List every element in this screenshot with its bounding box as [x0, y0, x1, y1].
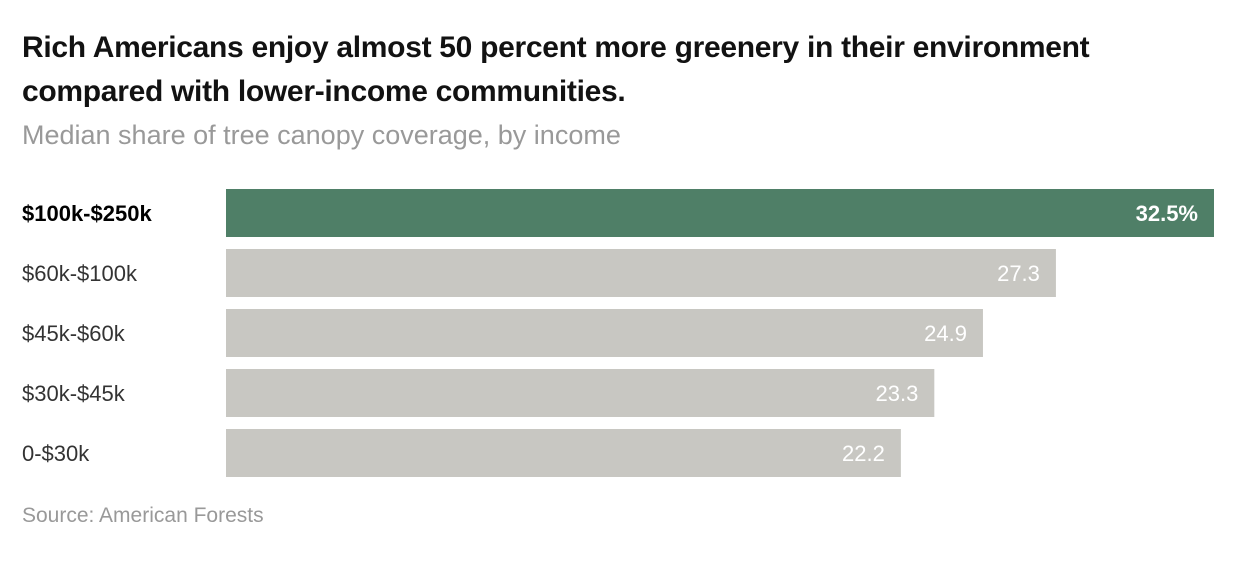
bar	[226, 309, 983, 357]
category-label: 0-$30k	[22, 441, 90, 466]
bar	[226, 189, 1214, 237]
bar	[226, 249, 1056, 297]
value-label: 32.5%	[1136, 201, 1198, 226]
category-label: $45k-$60k	[22, 321, 126, 346]
category-label: $100k-$250k	[22, 201, 152, 226]
chart-subtitle: Median share of tree canopy coverage, by…	[22, 120, 621, 150]
value-label: 24.9	[924, 321, 967, 346]
value-label: 27.3	[997, 261, 1040, 286]
source-note: Source: American Forests	[22, 504, 264, 527]
bar	[226, 429, 901, 477]
bar	[226, 369, 935, 417]
category-label: $30k-$45k	[22, 381, 126, 406]
category-label: $60k-$100k	[22, 261, 138, 286]
value-label: 22.2	[842, 441, 885, 466]
value-label: 23.3	[875, 381, 918, 406]
chart-title: Rich Americans enjoy almost 50 percent m…	[22, 31, 1090, 108]
